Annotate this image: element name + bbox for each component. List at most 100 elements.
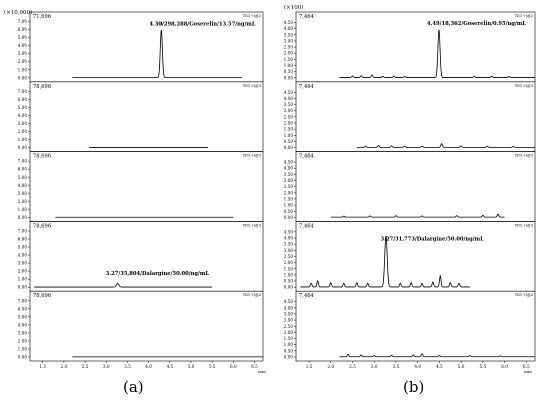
trace-tic-label: TIC(+)@3 [515, 14, 534, 18]
y-tick-label: 0.50 [284, 279, 294, 284]
y-tick-label: 6.00 [18, 27, 28, 32]
x-unit-label: min [258, 369, 266, 374]
chromatogram-line [72, 30, 242, 79]
peak-annotation: 4.49/18,362/Goserelin/0.95/ng/mL [427, 21, 526, 27]
x-tick-label: 6.5 [251, 364, 258, 369]
y-tick-label: 0.00 [284, 215, 294, 220]
chromatogram-line [34, 283, 213, 288]
trace-tic-label: TIC(+)@3 [515, 154, 534, 158]
trace-count-label: 7,464 [299, 293, 315, 299]
trace-2: 0.00 1.00 2.00 3.00 4.00 5.00 6.00 7.00 78,696 TI… [18, 81, 264, 152]
y-tick-label: 2.00 [18, 59, 28, 64]
y-tick-label: 3.00 [18, 261, 28, 266]
panel-b-caption: (b) [403, 378, 425, 396]
x-tick-label: 5.0 [188, 364, 195, 369]
trace-frame [295, 81, 536, 152]
x-tick-label: 4.5 [166, 364, 173, 369]
y-tick-label: 2.50 [284, 114, 294, 119]
scale-factor-label: (×10,000) [4, 9, 32, 16]
y-tick-label: 3.00 [284, 38, 294, 43]
y-tick-label: 6.00 [18, 306, 28, 311]
trace-tic-label: TIC(+)@3 [243, 293, 262, 297]
trace-2: 0.000.501.001.502.00 2.503.003.504.004.50… [284, 81, 536, 152]
x-tick-label: 1.5 [306, 364, 313, 369]
x-tick-label: 5.5 [480, 364, 487, 369]
panel-a-caption: (a) [123, 378, 144, 396]
y-tick-label: 4.50 [284, 299, 294, 304]
trace-count-label: 7,464 [299, 84, 315, 90]
y-tick-label: 4.00 [284, 96, 294, 101]
peak-marker [160, 22, 162, 26]
y-tick-label: 0.00 [284, 285, 294, 290]
y-tick-label: 0.50 [284, 348, 294, 353]
x-tick-label: 6.0 [501, 364, 508, 369]
x-tick-label: 4.0 [145, 364, 152, 369]
chromatogram-panel-a: (×10,000) 0.00 1.00 2.00 3.00 4.00 5.00 6.00 7.0… [4, 9, 266, 374]
y-tick-label: 0.00 [18, 355, 28, 360]
y-tick-label: 0.50 [284, 209, 294, 214]
y-tick-label: 4.00 [284, 236, 294, 241]
y-tick-label: 1.00 [18, 137, 28, 142]
y-tick-label: 1.00 [18, 346, 28, 351]
y-tick-label: 1.00 [284, 203, 294, 208]
x-tick-label: 4.5 [436, 364, 443, 369]
chromatogram-line [356, 143, 535, 148]
chromatogram-line [339, 353, 535, 358]
peak-annotation: 4.30/298,288/Goserelin/13.57/ng/mL [149, 22, 256, 28]
y-tick-label: 2.00 [18, 129, 28, 134]
y-tick-label: 3.00 [284, 108, 294, 113]
x-tick-label: 3.0 [371, 364, 378, 369]
trace-tic-label: TIC(+)@3 [243, 84, 262, 88]
x-tick-label: 4.0 [414, 364, 421, 369]
trace-frame [295, 221, 536, 292]
y-tick-label: 7.00 [18, 298, 28, 303]
y-tick-label: 5.00 [18, 175, 28, 180]
trace-count-label: 7,464 [299, 14, 315, 20]
chromatogram-line [339, 29, 535, 78]
y-tick-label: 1.00 [18, 207, 28, 212]
trace-frame [295, 290, 536, 362]
y-tick-label: 3.50 [284, 311, 294, 316]
y-tick-label: 4.50 [284, 229, 294, 234]
y-tick-label: 2.00 [18, 269, 28, 274]
y-tick-label: 1.00 [284, 63, 294, 68]
x-tick-label: 6.5 [523, 364, 530, 369]
y-tick-label: 1.50 [284, 57, 294, 62]
trace-4: 0.000.50 1.001.502.002.503.003.504.00 4.50… [284, 221, 536, 292]
y-tick-label: 0.00 [18, 215, 28, 220]
trace-5: 0.00 1.00 2.00 3.00 4.00 5.00 6.00 7.00 78,696 TI… [18, 290, 264, 362]
y-tick-label: 0.00 [284, 355, 294, 360]
trace-tic-label: TIC(+)@3 [515, 293, 534, 297]
trace-frame [29, 151, 264, 222]
x-tick-label: 3.0 [103, 364, 110, 369]
x-unit-label: min [524, 369, 532, 374]
x-tick-label: 5.0 [458, 364, 465, 369]
x-tick-label: 6.0 [230, 364, 237, 369]
y-tick-label: 1.00 [284, 272, 294, 277]
y-tick-label: 3.00 [284, 318, 294, 323]
trace-tic-label: TIC(+)@3 [515, 84, 534, 88]
y-tick-label: 7.00 [18, 159, 28, 164]
y-tick-label: 7.00 [18, 89, 28, 94]
chromatogram-line [330, 213, 505, 218]
x-tick-label: 5.5 [209, 364, 216, 369]
y-tick-label: 7.00 [18, 229, 28, 234]
y-tick-label: 1.50 [284, 336, 294, 341]
y-tick-label: 0.00 [18, 145, 28, 150]
y-tick-label: 6.00 [18, 97, 28, 102]
trace-4: 0.00 1.00 2.00 3.00 4.00 5.00 6.00 7.00 78,696 TI… [18, 221, 264, 292]
y-tick-label: 3.50 [284, 172, 294, 177]
y-tick-label: 4.50 [284, 90, 294, 95]
y-tick-label: 3.50 [284, 102, 294, 107]
trace-count-label: 78,696 [33, 154, 51, 160]
trace-tic-label: TIC(+)@3 [243, 223, 262, 227]
chromatogram-line [300, 235, 470, 288]
y-tick-label: 2.50 [284, 254, 294, 259]
y-tick-label: 3.00 [284, 178, 294, 183]
y-tick-label: 3.00 [18, 121, 28, 126]
y-tick-label: 6.00 [18, 237, 28, 242]
trace-1: 0.00 1.00 2.00 3.00 4.00 5.00 6.00 7.00 71,696 TI… [18, 11, 264, 83]
peak-annotation: 3.27/31,773/Dalargine/50.00/ng/mL [380, 236, 484, 242]
trace-count-label: 78,696 [33, 293, 51, 299]
trace-3: 0.00 1.00 2.00 3.00 4.00 5.00 6.00 7.00 78,696 TI… [18, 151, 264, 222]
